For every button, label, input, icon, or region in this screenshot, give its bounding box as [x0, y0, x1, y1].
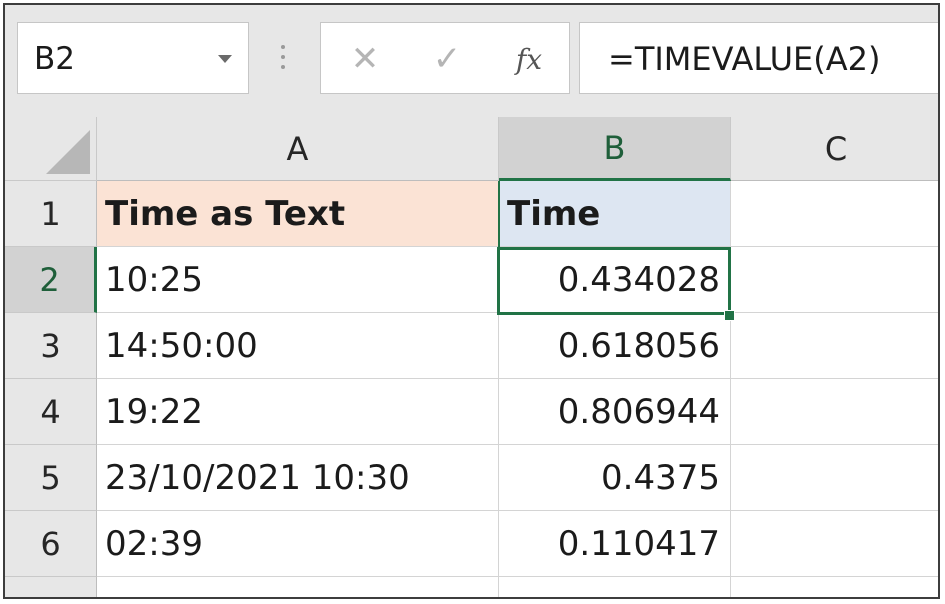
formula-input[interactable]: =TIMEVALUE(A2): [579, 22, 938, 94]
cell-c4[interactable]: [731, 379, 938, 445]
cell-b7[interactable]: [499, 577, 731, 597]
name-box-value: B2: [34, 41, 75, 77]
cell-c1[interactable]: [731, 181, 938, 247]
cell-b4[interactable]: 0.806944: [499, 379, 731, 445]
row-header-3[interactable]: 3: [5, 313, 97, 379]
cell-b6[interactable]: 0.110417: [499, 511, 731, 577]
cell-a2[interactable]: 10:25: [97, 247, 499, 313]
column-header-a[interactable]: A: [97, 117, 499, 181]
name-box[interactable]: B2: [17, 22, 249, 94]
cell-c2[interactable]: [731, 247, 938, 313]
cell-b2[interactable]: 0.434028: [499, 247, 731, 313]
cell-b1[interactable]: Time: [499, 181, 731, 247]
cancel-icon[interactable]: ✕: [350, 39, 380, 79]
column-header-c[interactable]: C: [731, 117, 938, 181]
row-header-6[interactable]: 6: [5, 511, 97, 577]
spreadsheet-window: B2 ✕ ✓ fx =TIMEVALUE(A2) A B C 1 Time as…: [3, 3, 940, 599]
formula-bar: B2 ✕ ✓ fx =TIMEVALUE(A2): [5, 5, 938, 117]
column-header-b[interactable]: B: [499, 117, 731, 181]
cell-a3[interactable]: 14:50:00: [97, 313, 499, 379]
cell-b3[interactable]: 0.618056: [499, 313, 731, 379]
cell-c7[interactable]: [731, 577, 938, 597]
chevron-down-icon[interactable]: [218, 55, 232, 63]
cell-a7[interactable]: [97, 577, 499, 597]
row-header-4[interactable]: 4: [5, 379, 97, 445]
cell-a5[interactable]: 23/10/2021 10:30: [97, 445, 499, 511]
formula-buttons: ✕ ✓ fx: [320, 22, 570, 94]
enter-icon[interactable]: ✓: [432, 39, 462, 79]
row-header-1[interactable]: 1: [5, 181, 97, 247]
row-header-5[interactable]: 5: [5, 445, 97, 511]
cell-a1[interactable]: Time as Text: [97, 181, 499, 247]
select-all-icon: [46, 130, 90, 174]
fill-handle[interactable]: [724, 310, 735, 321]
select-all-button[interactable]: [5, 117, 97, 181]
worksheet-grid: A B C 1 Time as Text Time 2 10:25 0.4340…: [5, 117, 938, 597]
formula-text: =TIMEVALUE(A2): [608, 40, 881, 78]
insert-function-icon[interactable]: fx: [515, 42, 543, 76]
cell-a6[interactable]: 02:39: [97, 511, 499, 577]
cell-c3[interactable]: [731, 313, 938, 379]
drag-handle-icon[interactable]: [281, 45, 285, 71]
row-header-7[interactable]: [5, 577, 97, 597]
cell-c6[interactable]: [731, 511, 938, 577]
row-header-2[interactable]: 2: [5, 247, 97, 313]
cell-c5[interactable]: [731, 445, 938, 511]
cell-b1-border: [498, 181, 500, 247]
cell-a4[interactable]: 19:22: [97, 379, 499, 445]
cell-b5[interactable]: 0.4375: [499, 445, 731, 511]
